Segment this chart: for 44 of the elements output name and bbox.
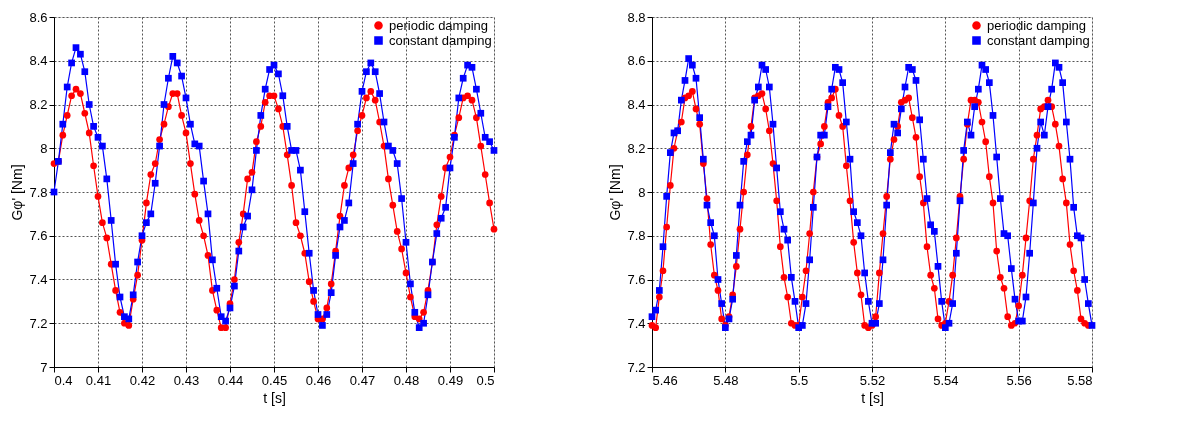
- x-tick-label: 0.42: [129, 372, 156, 388]
- y-tick-label: 8: [40, 140, 48, 156]
- y-tick-label: 7.8: [29, 184, 48, 200]
- x-tick-label: 0.45: [261, 372, 288, 388]
- y-tick-label: 8: [638, 184, 646, 200]
- x-tick-label: 5.58: [1067, 372, 1093, 388]
- y-tick-label: 7.8: [627, 228, 646, 244]
- y-axis-title: Gφ' [Nm]: [9, 164, 26, 221]
- y-axis-title: Gφ' [Nm]: [607, 164, 624, 221]
- y-tick-label: 7: [40, 359, 48, 375]
- x-tick-label: 5.48: [713, 372, 739, 388]
- x-tick-label: 5.54: [933, 372, 959, 388]
- x-tick-label: 0.48: [393, 372, 420, 388]
- y-tick-label: 7.2: [627, 359, 646, 375]
- x-tick-label: 0.41: [85, 372, 112, 388]
- y-tick-label: 8.8: [627, 9, 646, 25]
- x-tick-label: 0.5: [476, 372, 495, 388]
- x-tick-label: 5.46: [652, 372, 678, 388]
- y-tick-label: 8.6: [29, 9, 48, 25]
- x-tick-label: 5.56: [1006, 372, 1032, 388]
- x-tick-label: 0.47: [349, 372, 376, 388]
- y-tick-label: 7.4: [627, 315, 646, 331]
- x-tick-label: 5.52: [859, 372, 886, 388]
- y-tick-label: 8.2: [627, 140, 646, 156]
- legend-label: periodic damping: [987, 17, 1087, 33]
- x-tick-label: 0.49: [437, 372, 464, 388]
- legend-label: constant damping: [389, 32, 492, 48]
- x-tick-label: 5.5: [790, 372, 809, 388]
- y-tick-label: 7.2: [29, 315, 48, 331]
- legend-label: constant damping: [987, 32, 1090, 48]
- y-tick-label: 8.2: [29, 97, 48, 112]
- x-tick-label: 0.44: [217, 372, 244, 388]
- y-tick-label: 7.6: [627, 272, 646, 287]
- y-tick-label: 7.4: [29, 272, 48, 287]
- x-tick-label: 0.46: [305, 372, 332, 388]
- y-tick-label: 7.6: [29, 228, 48, 244]
- legend-label: periodic damping: [389, 17, 489, 33]
- y-tick-label: 8.6: [627, 53, 646, 69]
- x-axis-title: t [s]: [861, 389, 884, 406]
- y-tick-label: 8.4: [627, 97, 646, 112]
- x-tick-label: 0.4: [54, 372, 73, 388]
- y-tick-label: 8.4: [29, 53, 48, 69]
- x-axis-title: t [s]: [263, 389, 286, 406]
- x-tick-label: 0.43: [173, 372, 200, 388]
